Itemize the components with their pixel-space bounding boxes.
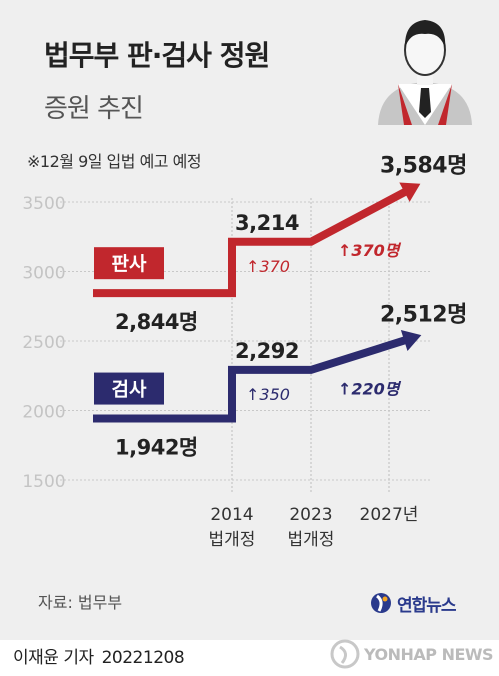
judge-illustration xyxy=(378,20,472,125)
mid-value-label: 2,292 xyxy=(235,339,299,363)
series-badge-0 xyxy=(94,247,164,280)
series-badge-label: 판사 xyxy=(112,253,147,275)
increment-label: ↑350 xyxy=(246,385,290,404)
series-line-1 xyxy=(93,335,410,423)
page-title: 법무부 판·검사 정원 xyxy=(44,39,270,72)
series-badge-1 xyxy=(94,372,164,405)
end-value-label: 2,512명 xyxy=(380,302,467,327)
mid-value-label: 3,214 xyxy=(235,211,299,235)
yonhap-logo-text: 연합뉴스 xyxy=(397,595,457,616)
robe-stripe-right xyxy=(438,84,452,125)
x-tick-label: 2014 xyxy=(210,505,253,525)
footer-credit: 이재윤 기자 20221208 xyxy=(13,643,185,668)
note-text: ※12월 9일 입법 예고 예정 xyxy=(27,152,202,171)
publish-date: 20221208 xyxy=(101,648,185,668)
series-badge-label: 검사 xyxy=(112,379,147,401)
agency-name: YONHAP NEWS xyxy=(364,644,494,664)
x-tick-sublabel: 법개정 xyxy=(209,530,256,550)
infographic-card: 법무부 판·검사 정원 증원 추진 ※12월 9일 입법 예고 예정 3500 3… xyxy=(0,0,499,640)
series-arrowhead-1 xyxy=(400,330,422,352)
author-name: 이재윤 기자 xyxy=(13,648,94,668)
x-tick-label: 2023 xyxy=(289,505,332,525)
y-tick-label: 3500 xyxy=(22,194,65,214)
series-arrowhead-0 xyxy=(399,182,421,202)
start-value-label: 1,942명 xyxy=(115,436,198,460)
hair xyxy=(404,20,446,48)
robe-stripe-left xyxy=(398,84,412,125)
source-text: 자료: 법무부 xyxy=(38,593,123,612)
agency-watermark: YONHAP NEWS xyxy=(330,636,494,672)
increment-label: ↑370 xyxy=(246,257,290,276)
x-tick-label: 2027년 xyxy=(360,505,419,525)
y-tick-label: 3000 xyxy=(22,264,65,284)
y-tick-label: 1500 xyxy=(22,472,65,492)
staffing-chart: 3500 3000 2500 2000 1500 2014 법개정 2023 법개정 2027년 판… xyxy=(22,20,472,550)
page-subtitle: 증원 추진 xyxy=(44,94,144,124)
y-tick-label: 2000 xyxy=(22,403,65,423)
increment-label: ↑220명 xyxy=(338,380,402,399)
increment-label: ↑370명 xyxy=(338,241,402,260)
end-value-label: 3,584명 xyxy=(380,153,467,178)
yonhap-logo-icon xyxy=(371,593,391,613)
x-tick-sublabel: 법개정 xyxy=(288,530,335,550)
start-value-label: 2,844명 xyxy=(115,310,198,334)
yonhap-watermark-icon xyxy=(330,639,360,669)
y-tick-label: 2500 xyxy=(22,333,65,353)
yonhap-logo: 연합뉴스 xyxy=(370,590,457,616)
necktie xyxy=(419,88,431,118)
series-line-0 xyxy=(93,186,410,298)
